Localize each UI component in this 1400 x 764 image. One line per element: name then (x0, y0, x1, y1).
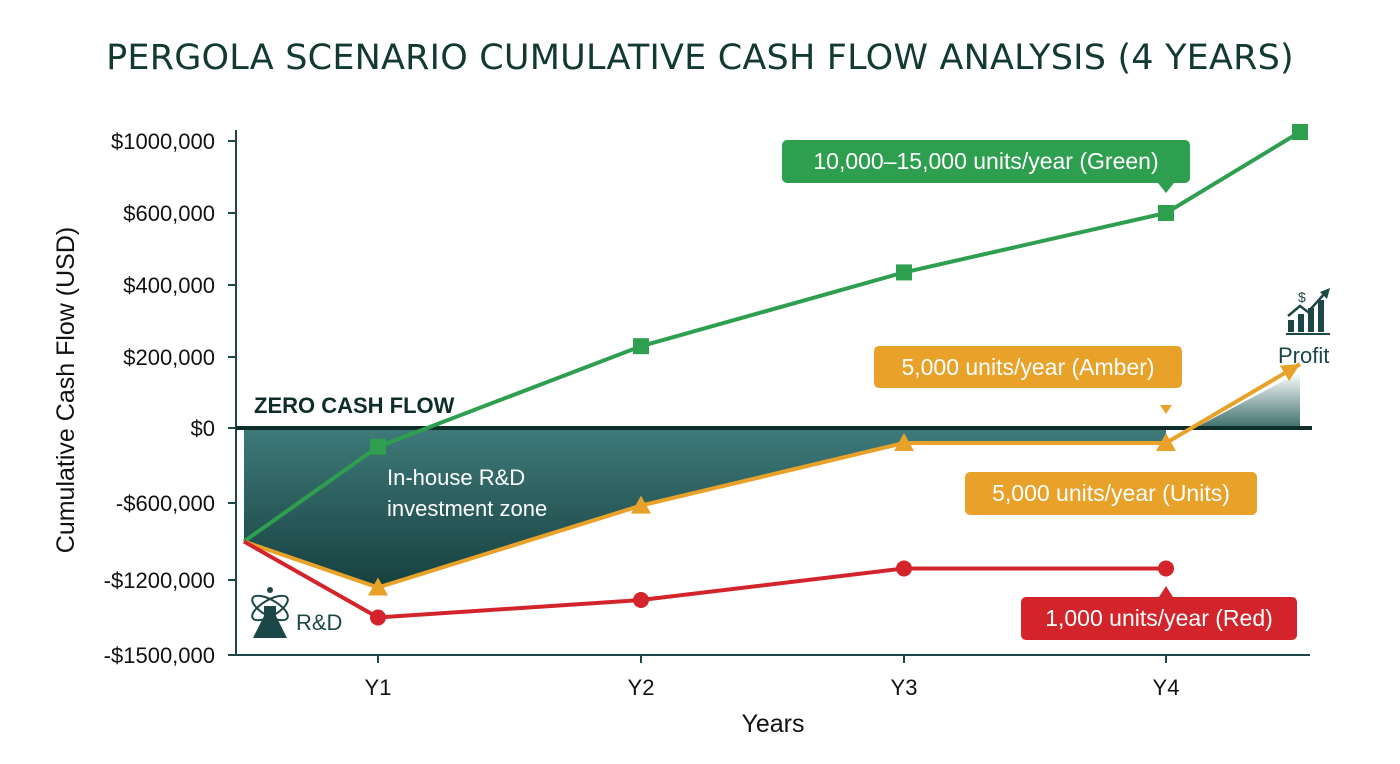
y-tick-label: $400,000 (123, 273, 215, 298)
data-point-amber (368, 577, 388, 596)
flask-atom-icon (251, 587, 289, 638)
chart-title: PERGOLA SCENARIO CUMULATIVE CASH FLOW AN… (106, 38, 1294, 78)
svg-text:$: $ (1298, 289, 1306, 305)
x-tick-label: Y2 (628, 675, 655, 700)
y-axis-ticks: $1000,000 $600,000 $400,000 $200,000 $0 -$600… (104, 129, 236, 668)
rd-icon-label: R&D (296, 610, 342, 635)
data-point-red (1158, 560, 1174, 577)
y-tick-label: -$1200,000 (104, 568, 215, 593)
callout-units: 5,000 units/year (Units) (965, 472, 1257, 515)
y-tick-label: -$1500,000 (104, 643, 215, 668)
zone-label-line-1: In-house R&D (387, 465, 525, 490)
x-tick-label: Y3 (891, 675, 918, 700)
profit-zone (1195, 372, 1300, 428)
data-point-green (1158, 205, 1174, 221)
data-point-amber (894, 433, 914, 451)
amber-arrowhead (1279, 364, 1300, 381)
callout-red: 1,000 units/year (Red) (1021, 586, 1297, 640)
data-point-red (633, 592, 649, 608)
callout-green: 10,000–15,000 units/year (Green) (782, 140, 1190, 193)
x-tick-label: Y4 (1153, 675, 1180, 700)
series-line-green (242, 130, 1302, 544)
zone-label-line-2: investment zone (387, 496, 547, 521)
data-point-green (896, 264, 912, 281)
callout-amber-text: 5,000 units/year (Amber) (901, 354, 1154, 380)
y-axis-label: Cumulative Cash Flow (USD) (52, 227, 80, 553)
data-point-green (370, 438, 386, 455)
y-tick-label: $600,000 (123, 201, 215, 226)
x-axis-ticks: Y1 Y2 Y3 Y4 (365, 655, 1180, 700)
callout-green-text: 10,000–15,000 units/year (Green) (813, 148, 1158, 174)
data-point-red (896, 560, 912, 577)
data-point-green (1292, 124, 1308, 140)
series-layer (242, 124, 1308, 626)
data-point-red (370, 609, 386, 626)
rd-investment-zone (236, 428, 1166, 588)
y-tick-label: $0 (191, 416, 215, 441)
profit-icon-label: Profit (1278, 343, 1329, 368)
data-point-green (633, 338, 649, 355)
profit-chart-icon: $ (1286, 288, 1330, 335)
data-point-amber (1156, 433, 1176, 451)
zero-cash-flow-label: ZERO CASH FLOW (254, 393, 455, 418)
y-tick-label: $1000,000 (111, 129, 215, 154)
callout-amber: 5,000 units/year (Amber) (874, 346, 1182, 414)
y-tick-label: -$600,000 (116, 491, 215, 516)
x-tick-label: Y1 (365, 675, 392, 700)
callout-red-text: 1,000 units/year (Red) (1045, 605, 1273, 631)
series-line-amber (243, 362, 1302, 590)
x-axis-label: Years (741, 710, 804, 738)
callout-units-text: 5,000 units/year (Units) (992, 480, 1230, 506)
data-point-amber (631, 495, 651, 514)
y-tick-label: $200,000 (123, 345, 215, 370)
